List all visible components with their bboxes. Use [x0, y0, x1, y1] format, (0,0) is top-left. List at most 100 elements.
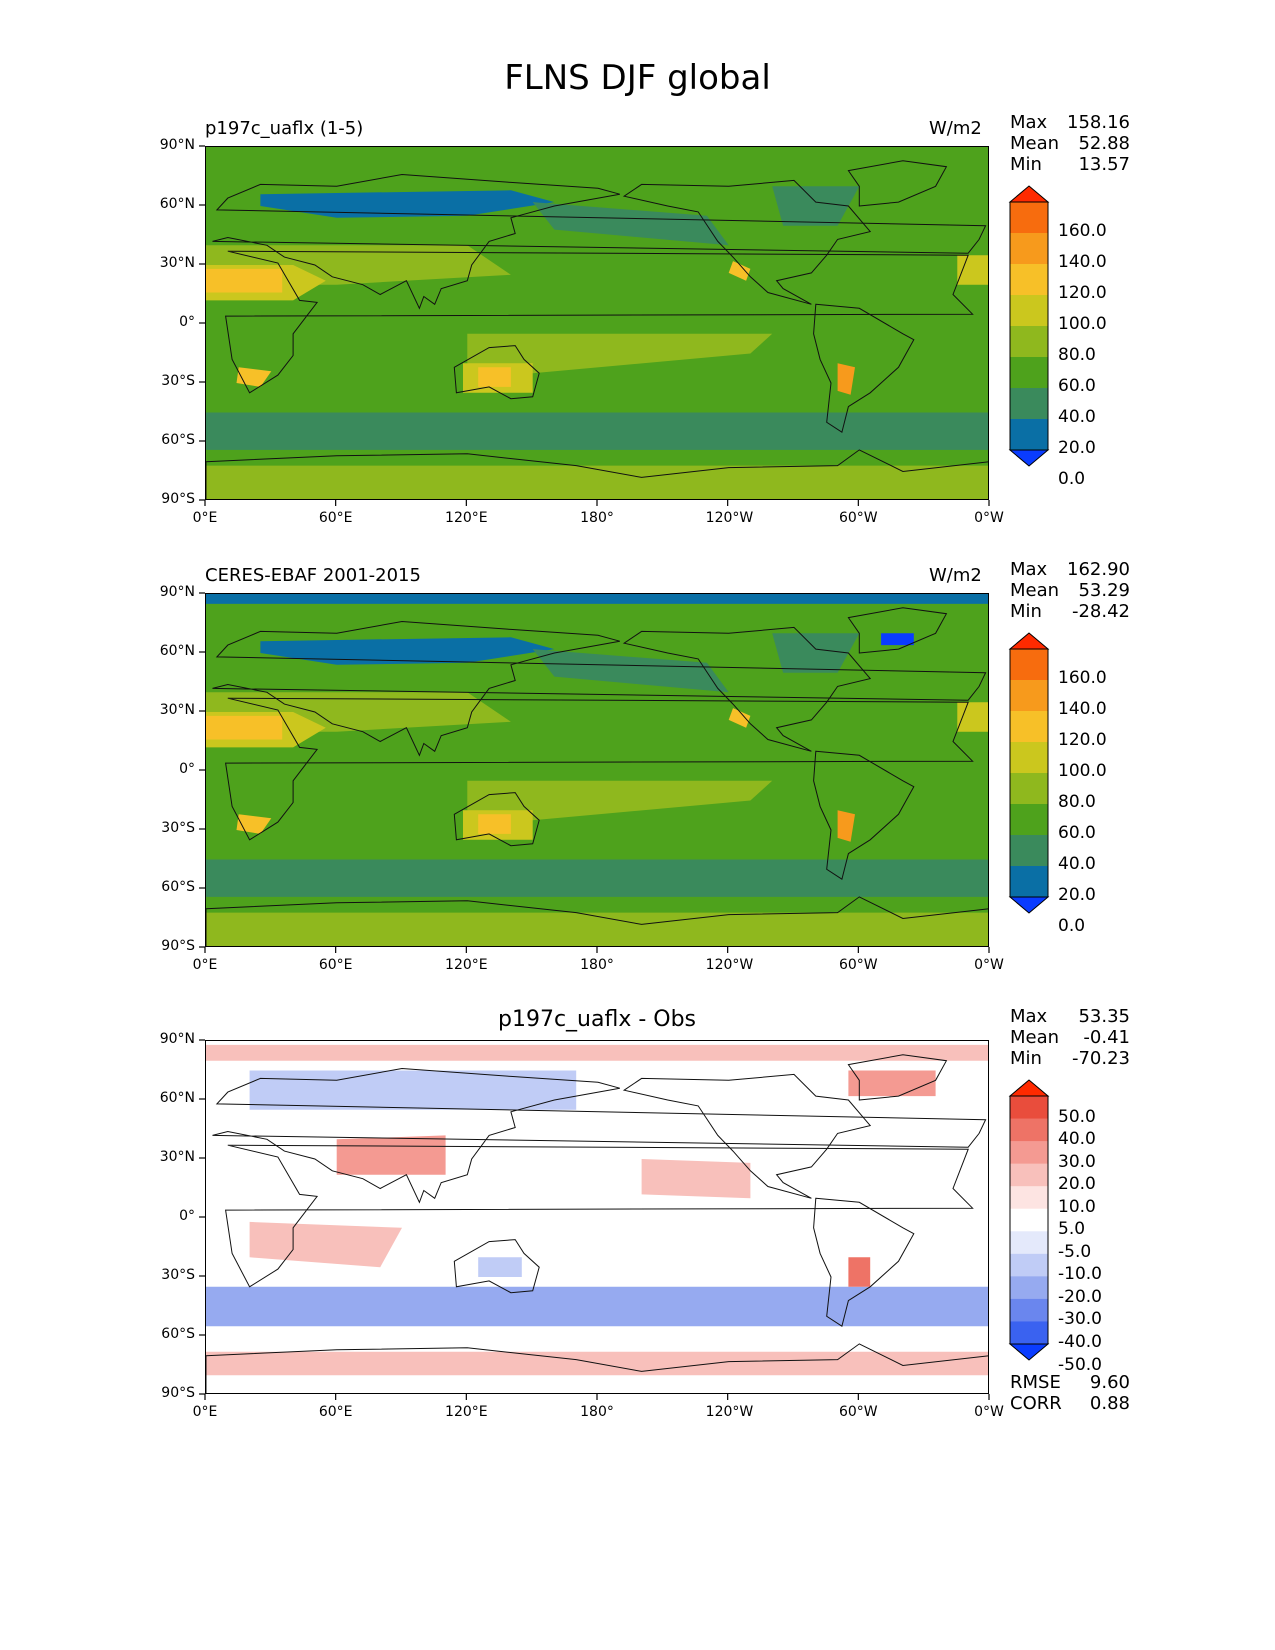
colorbar-tick-label: 50.0 — [1058, 1106, 1096, 1127]
coastline-s-america — [813, 1197, 915, 1328]
field-contour-region — [260, 637, 555, 665]
field-contour-region — [478, 367, 511, 387]
lat-tick-label: 90°S — [161, 1385, 195, 1401]
lon-tick-label: 60°E — [318, 957, 353, 973]
coastline-antarctica — [206, 1343, 988, 1393]
coastline-n-america — [622, 179, 872, 305]
colorbar-extend-min — [1008, 1343, 1050, 1361]
lon-tick-label: 0°W — [974, 957, 1004, 973]
stat-value: -0.41 — [1083, 1027, 1130, 1048]
lat-tick-label: 30°S — [161, 373, 195, 389]
coastline-s-america — [813, 303, 915, 434]
field-contour-region — [206, 715, 283, 740]
colorbar-outline — [1009, 201, 1049, 451]
lon-tick-label: 0°E — [192, 1404, 218, 1420]
colorbar-tick-label: 160.0 — [1058, 221, 1107, 241]
colorbar-bin — [1010, 1118, 1048, 1142]
colorbar-extend-min — [1008, 896, 1050, 914]
colorbar-tick-label: 60.0 — [1058, 823, 1096, 843]
lon-tick-label: 120°W — [705, 510, 754, 526]
colorbar-bin — [1010, 1096, 1048, 1120]
lat-tick-label: 60°N — [159, 1090, 195, 1106]
lat-tick-label: 60°S — [161, 879, 195, 895]
colorbar-tick-label: 0.0 — [1058, 469, 1086, 489]
colorbar-bin — [1010, 866, 1048, 898]
stat-label: Mean — [1010, 133, 1060, 154]
lat-tick-label: 60°S — [161, 432, 195, 448]
field-contour-region — [772, 186, 860, 226]
lon-tick-label: 180° — [580, 510, 614, 526]
lat-tick-label: 90°N — [159, 1031, 195, 1047]
field-contour-region — [206, 465, 988, 499]
colorbar-bin — [1010, 1163, 1048, 1187]
coastline-n-america — [622, 626, 872, 752]
colorbar-tick-label: 60.0 — [1058, 376, 1096, 396]
stat-value: 13.57 — [1078, 154, 1130, 175]
lat-tick-label: 0° — [179, 761, 195, 777]
colorbar-tick-label: 30.0 — [1058, 1151, 1096, 1172]
field-contour-region — [206, 859, 988, 897]
coastline-s-america — [813, 750, 915, 881]
field-contour-region — [532, 649, 729, 693]
stat-value: -28.42 — [1071, 601, 1130, 622]
field-contour-region — [206, 1044, 988, 1061]
lat-tick-label: 60°N — [159, 196, 195, 212]
colorbar-bin — [1010, 264, 1048, 296]
lon-tick-label: 120°E — [445, 510, 488, 526]
stat-label: Mean — [1010, 580, 1060, 601]
lat-tick-label: 90°N — [159, 584, 195, 600]
colorbar-bin — [1010, 1208, 1048, 1232]
field-contour-region — [728, 708, 751, 728]
coastline-africa — [225, 697, 974, 841]
colorbar-bin — [1010, 773, 1048, 805]
field-contour-region — [848, 1257, 871, 1287]
field-contour-region — [478, 1257, 522, 1277]
colorbar-tick-label: 20.0 — [1058, 1174, 1096, 1195]
stat-value: 53.35 — [1078, 1006, 1130, 1027]
coastline-eurasia — [212, 173, 987, 310]
coastline-australia — [453, 345, 540, 400]
colorbar-bin — [1010, 711, 1048, 743]
stat-label: Max — [1010, 1006, 1048, 1027]
colorbar-bin — [1010, 1141, 1048, 1165]
stat-label: Min — [1010, 601, 1042, 622]
panel-units: W/m2 — [929, 118, 982, 139]
colorbar-tick-label: 80.0 — [1058, 345, 1096, 365]
colorbar-bin — [1010, 804, 1048, 836]
colorbar-tick-label: 5.0 — [1058, 1219, 1086, 1240]
lon-tick-label: 120°E — [445, 1404, 488, 1420]
lon-tick-label: 180° — [580, 1404, 614, 1420]
stat-label: CORR — [1010, 1393, 1062, 1414]
colorbar-tick-label: 140.0 — [1058, 699, 1107, 719]
colorbar-bin — [1010, 357, 1048, 389]
field-contour-region — [641, 1159, 751, 1199]
field-contour-region — [772, 633, 860, 673]
colorbar-bin — [1010, 835, 1048, 867]
field-contour-region — [206, 268, 283, 293]
field-contour-region — [467, 780, 773, 821]
field-contour-region — [206, 594, 988, 604]
colorbar-extend-max — [1008, 1079, 1050, 1097]
colorbar-tick-label: 0.0 — [1058, 916, 1086, 936]
field-contour-region — [236, 367, 272, 387]
colorbar-extend-min — [1008, 449, 1050, 467]
colorbar-tick-label: -40.0 — [1058, 1332, 1102, 1352]
stat-value: -70.23 — [1071, 1048, 1130, 1069]
colorbar-tick-label: 20.0 — [1058, 885, 1096, 905]
field-contour-region — [206, 912, 988, 946]
lon-tick-label: 60°W — [838, 957, 878, 973]
coastline-eurasia — [212, 620, 987, 757]
lon-tick-label: 60°E — [318, 510, 353, 526]
colorbar-bin — [1010, 326, 1048, 358]
colorbar-tick-label: 40.0 — [1058, 854, 1096, 874]
lon-tick-label: 180° — [580, 957, 614, 973]
colorbar-bin — [1010, 742, 1048, 774]
coastline-australia — [453, 792, 540, 847]
coastline-greenland — [847, 607, 948, 654]
coastline-greenland — [847, 1054, 948, 1101]
lat-tick-label: 30°N — [159, 255, 195, 271]
lon-tick-label: 120°E — [445, 957, 488, 973]
lon-tick-label: 0°E — [192, 957, 218, 973]
colorbar-tick-label: 40.0 — [1058, 1129, 1096, 1150]
coastline-eurasia — [212, 1067, 987, 1204]
